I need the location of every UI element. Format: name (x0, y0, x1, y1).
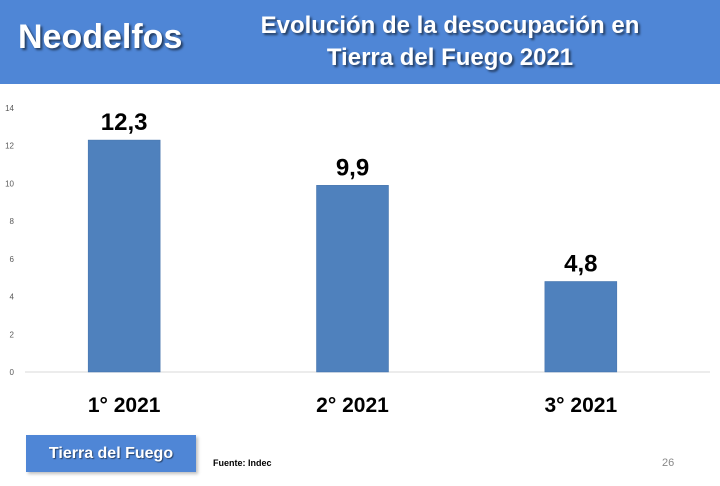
y-tick-label: 10 (5, 179, 14, 188)
chart-title: Evolución de la desocupación en Tierra d… (215, 10, 685, 74)
y-tick-label: 14 (5, 104, 14, 113)
x-tick-label: 3° 2021 (545, 394, 618, 417)
bar-chart: 0 2 4 6 8 10 12 14 12,3 1° 2021 9,9 2° 2021 4,8 3° 20… (5, 104, 710, 417)
y-tick-label: 6 (10, 255, 15, 264)
chart-title-line-1: Evolución de la desocupación en (260, 12, 640, 39)
y-tick-label: 0 (10, 368, 15, 377)
data-label: 9,9 (336, 154, 369, 181)
header-banner: Neodelfos Evolución de la desocupación e… (0, 0, 720, 84)
data-label: 4,8 (564, 250, 597, 277)
y-tick-label: 12 (5, 142, 14, 151)
chart-title-line-2: Tierra del Fuego 2021 (326, 44, 574, 71)
bar (316, 185, 389, 373)
y-tick-label: 2 (10, 330, 15, 339)
x-tick-label: 2° 2021 (316, 394, 389, 417)
y-tick-label: 8 (10, 217, 15, 226)
x-tick-label: 1° 2021 (88, 394, 161, 417)
y-tick-label: 4 (10, 293, 15, 302)
page-number: 26 (662, 457, 675, 469)
region-label-box: Tierra del Fuego (26, 435, 196, 472)
brand-logo-text: Neodelfos (18, 18, 183, 56)
source-note: Fuente: Indec (213, 458, 272, 468)
bar (87, 139, 161, 373)
region-label: Tierra del Fuego (48, 445, 174, 462)
data-label: 12,3 (101, 109, 148, 136)
bar (544, 281, 618, 373)
